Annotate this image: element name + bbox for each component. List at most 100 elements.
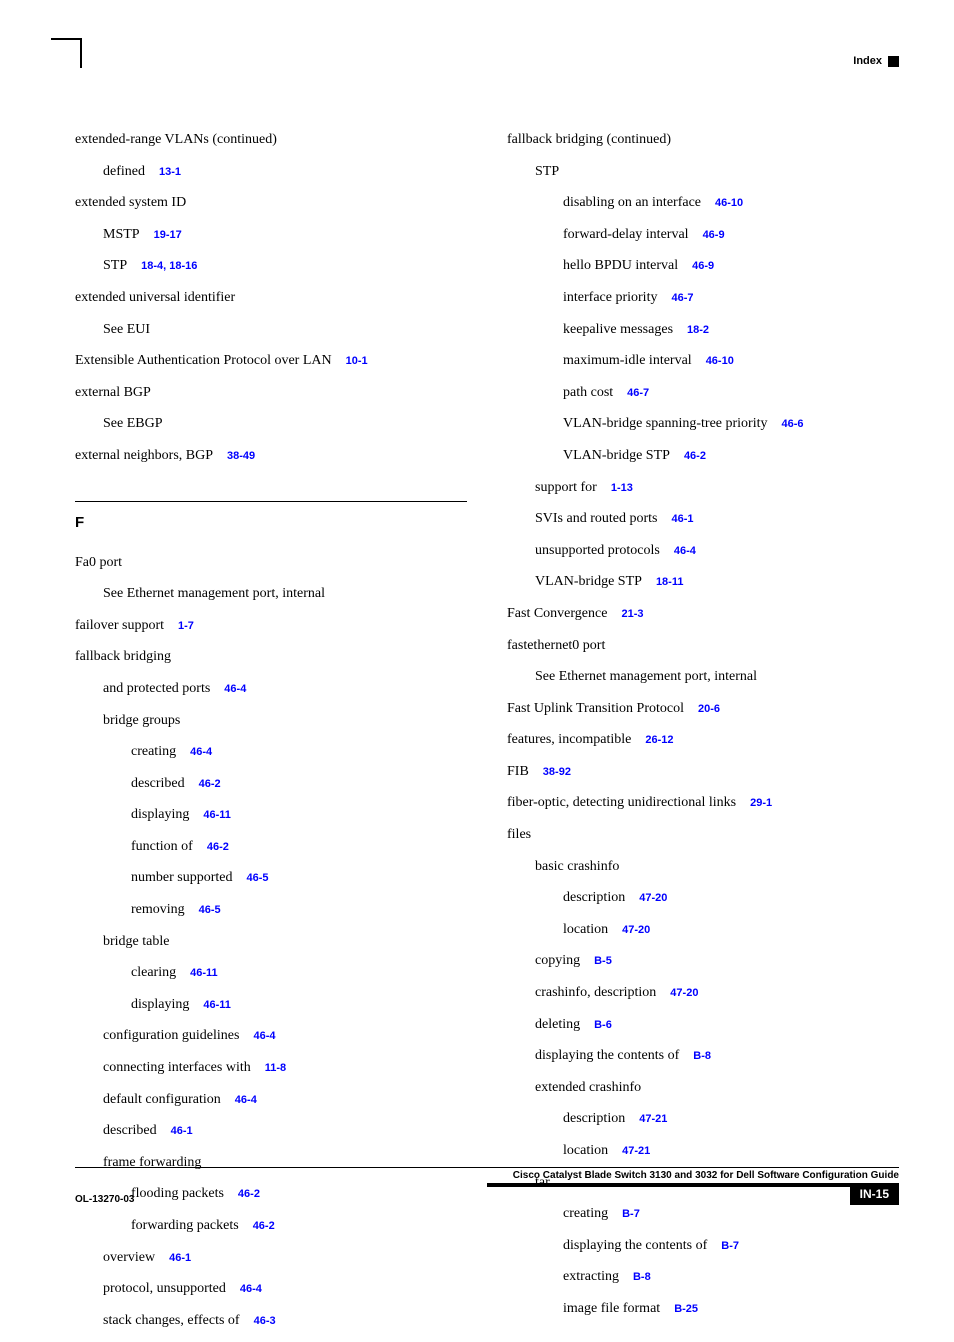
index-entry: See Ethernet management port, internal xyxy=(507,667,899,687)
page-ref-link[interactable]: 47-20 xyxy=(608,924,650,936)
page-ref-link[interactable]: 18-2 xyxy=(673,324,709,336)
index-entry: FIB38-92 xyxy=(507,762,899,782)
index-entry: Extensible Authentication Protocol over … xyxy=(75,351,467,371)
index-entry: description47-20 xyxy=(507,888,899,908)
index-entry: function of46-2 xyxy=(75,837,467,857)
index-entry: forwarding packets46-2 xyxy=(75,1216,467,1236)
page-ref-link[interactable]: B-5 xyxy=(580,955,612,967)
index-entry: connecting interfaces with11-8 xyxy=(75,1058,467,1078)
index-entry: VLAN-bridge spanning-tree priority46-6 xyxy=(507,414,899,434)
page-ref-link[interactable]: 47-21 xyxy=(625,1113,667,1125)
page-ref-link[interactable]: 46-10 xyxy=(701,197,743,209)
page-ref-link[interactable]: 46-11 xyxy=(176,967,218,979)
page-ref-link[interactable]: 46-1 xyxy=(155,1252,191,1264)
page-ref-link[interactable]: 47-20 xyxy=(656,987,698,999)
page-ref-link[interactable]: 46-4 xyxy=(660,545,696,557)
index-entry: copyingB-5 xyxy=(507,951,899,971)
index-entry: support for1-13 xyxy=(507,478,899,498)
index-entry: external neighbors, BGP38-49 xyxy=(75,446,467,466)
index-entry: displaying46-11 xyxy=(75,995,467,1015)
page-ref-link[interactable]: 19-17 xyxy=(140,229,182,241)
index-entry: See EUI xyxy=(75,320,467,340)
page-ref-link[interactable]: 46-1 xyxy=(157,1125,193,1137)
left-column: extended-range VLANs (continued) defined… xyxy=(75,130,467,1342)
index-entry: crashinfo, description47-20 xyxy=(507,983,899,1003)
page-ref-link[interactable]: 46-5 xyxy=(232,872,268,884)
section-heading: F xyxy=(75,514,467,531)
page-ref-link[interactable]: 18-11 xyxy=(642,576,684,588)
page-ref-link[interactable]: 47-20 xyxy=(625,892,667,904)
page-ref-link[interactable]: 46-4 xyxy=(226,1283,262,1295)
page-ref-link[interactable]: B-25 xyxy=(660,1303,698,1315)
page-ref-link[interactable]: 10-1 xyxy=(332,355,368,367)
index-entry: described46-1 xyxy=(75,1121,467,1141)
page-ref-link[interactable]: B-6 xyxy=(580,1019,612,1031)
footer-bar xyxy=(487,1183,850,1201)
index-entry: displaying the contents ofB-8 xyxy=(507,1046,899,1066)
index-entry: location47-20 xyxy=(507,920,899,940)
index-entry: VLAN-bridge STP18-11 xyxy=(507,572,899,592)
index-entry: VLAN-bridge STP46-2 xyxy=(507,446,899,466)
page-ref-link[interactable]: 46-4 xyxy=(210,683,246,695)
index-entry: fiber-optic, detecting unidirectional li… xyxy=(507,793,899,813)
index-entry: creatingB-7 xyxy=(507,1204,899,1224)
index-entry: configuration guidelines46-4 xyxy=(75,1026,467,1046)
index-entry: extended system ID xyxy=(75,193,467,213)
page-ref-link[interactable]: 1-13 xyxy=(597,482,633,494)
index-entry: location47-21 xyxy=(507,1141,899,1161)
page-ref-link[interactable]: 46-2 xyxy=(670,450,706,462)
page-ref-link[interactable]: 46-11 xyxy=(189,809,231,821)
page-ref-link[interactable]: 47-21 xyxy=(608,1145,650,1157)
page-ref-link[interactable]: 46-4 xyxy=(221,1094,257,1106)
page-ref-link[interactable]: 18-4, 18-16 xyxy=(127,260,197,272)
page-ref-link[interactable]: 1-7 xyxy=(164,620,194,632)
page-ref-link[interactable]: 46-1 xyxy=(658,513,694,525)
page-ref-link[interactable]: 20-6 xyxy=(684,703,720,715)
page-ref-link[interactable]: 46-6 xyxy=(768,418,804,430)
page-ref-link[interactable]: 26-12 xyxy=(631,734,673,746)
index-entry: Fast Convergence21-3 xyxy=(507,604,899,624)
index-entry: default configuration46-4 xyxy=(75,1090,467,1110)
page-ref-link[interactable]: 46-10 xyxy=(692,355,734,367)
index-entry: hello BPDU interval46-9 xyxy=(507,256,899,276)
index-entry: MSTP19-17 xyxy=(75,225,467,245)
index-entry: fastethernet0 port xyxy=(507,636,899,656)
page-ref-link[interactable]: 13-1 xyxy=(145,166,181,178)
index-entry: extended crashinfo xyxy=(507,1078,899,1098)
page-ref-link[interactable]: 46-9 xyxy=(678,260,714,272)
page-ref-link[interactable]: 46-2 xyxy=(193,841,229,853)
page-ref-link[interactable]: 46-2 xyxy=(239,1220,275,1232)
page-ref-link[interactable]: 11-8 xyxy=(251,1062,286,1074)
right-column: fallback bridging (continued) STP disabl… xyxy=(507,130,899,1342)
page-ref-link[interactable]: B-7 xyxy=(608,1208,640,1220)
page-ref-link[interactable]: 46-7 xyxy=(613,387,649,399)
page-header: Index xyxy=(853,55,899,67)
page-ref-link[interactable]: B-8 xyxy=(679,1050,711,1062)
index-entry: described46-2 xyxy=(75,774,467,794)
index-entry: removing46-5 xyxy=(75,900,467,920)
index-entry: and protected ports46-4 xyxy=(75,679,467,699)
index-entry: See EBGP xyxy=(75,414,467,434)
page-ref-link[interactable]: B-7 xyxy=(707,1240,739,1252)
page-ref-link[interactable]: 46-7 xyxy=(657,292,693,304)
page-ref-link[interactable]: 46-11 xyxy=(189,999,231,1011)
page-ref-link[interactable]: B-8 xyxy=(619,1271,651,1283)
page-ref-link[interactable]: 29-1 xyxy=(736,797,772,809)
index-entry: features, incompatible26-12 xyxy=(507,730,899,750)
index-entry: files xyxy=(507,825,899,845)
page-ref-link[interactable]: 46-2 xyxy=(185,778,221,790)
page-ref-link[interactable]: 46-4 xyxy=(239,1030,275,1042)
index-entry: deletingB-6 xyxy=(507,1015,899,1035)
page-ref-link[interactable]: 46-5 xyxy=(185,904,221,916)
page-ref-link[interactable]: 21-3 xyxy=(607,608,643,620)
index-entry: external BGP xyxy=(75,383,467,403)
index-entry: extended-range VLANs (continued) xyxy=(75,130,467,150)
index-entry: basic crashinfo xyxy=(507,857,899,877)
page-ref-link[interactable]: 46-9 xyxy=(689,229,725,241)
page-ref-link[interactable]: 46-4 xyxy=(176,746,212,758)
index-entry: Fast Uplink Transition Protocol20-6 xyxy=(507,699,899,719)
index-entry: disabling on an interface46-10 xyxy=(507,193,899,213)
page-ref-link[interactable]: 38-92 xyxy=(529,766,571,778)
page-ref-link[interactable]: 46-3 xyxy=(240,1315,276,1327)
page-ref-link[interactable]: 38-49 xyxy=(213,450,255,462)
